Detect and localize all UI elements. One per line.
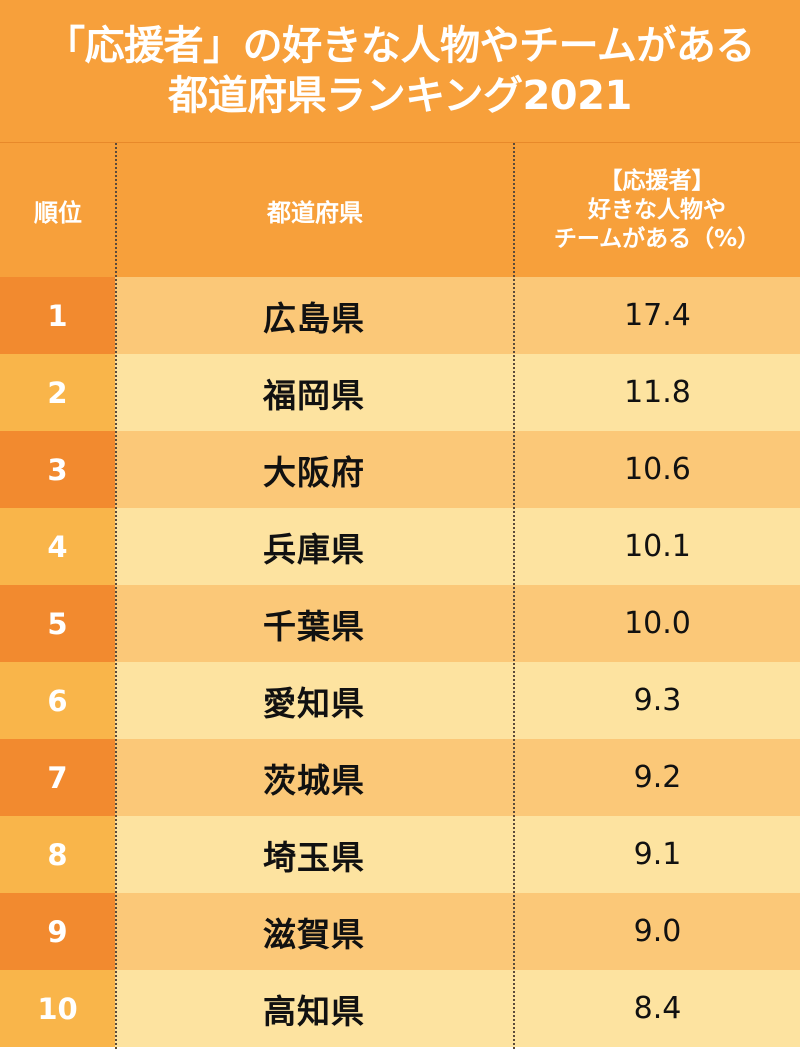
header-value-line-2: 好きな人物や xyxy=(588,196,726,223)
row-background xyxy=(115,739,800,816)
chart-title: 「応援者」の好きな人物やチームがある 都道府県ランキング2021 xyxy=(0,0,800,142)
prefecture-cell: 高知県 xyxy=(263,991,365,1031)
value-cell: 9.1 xyxy=(633,837,682,872)
value-cell: 9.3 xyxy=(633,683,682,718)
value-cell: 10.6 xyxy=(624,452,691,487)
rank-cell: 7 xyxy=(0,739,115,816)
table-row: 10 高知県 8.4 xyxy=(0,970,800,1047)
value-cell: 9.2 xyxy=(633,760,682,795)
prefecture-cell: 千葉県 xyxy=(263,606,365,646)
prefecture-cell: 茨城県 xyxy=(263,760,365,800)
title-line-2: 都道府県ランキング2021 xyxy=(168,73,632,119)
prefecture-cell: 兵庫県 xyxy=(263,529,365,569)
rank-cell: 5 xyxy=(0,585,115,662)
prefecture-cell: 大阪府 xyxy=(263,452,365,492)
value-cell: 11.8 xyxy=(624,375,691,410)
table-row: 1 広島県 17.4 xyxy=(0,277,800,354)
value-cell: 9.0 xyxy=(633,914,682,949)
column-divider-value xyxy=(513,143,515,1049)
header-rank: 順位 xyxy=(34,198,82,227)
row-background xyxy=(115,662,800,739)
title-line-1: 「応援者」の好きな人物やチームがある xyxy=(45,23,755,69)
table-row: 7 茨城県 9.2 xyxy=(0,739,800,816)
table-header: 順位 都道府県 【応援者】 好きな人物や チームがある（%） xyxy=(0,143,800,277)
table-row: 6 愛知県 9.3 xyxy=(0,662,800,739)
header-prefecture: 都道府県 xyxy=(267,198,363,227)
rank-cell: 10 xyxy=(0,970,115,1047)
value-cell: 17.4 xyxy=(624,298,691,333)
row-background xyxy=(115,585,800,662)
rank-cell: 4 xyxy=(0,508,115,585)
table-row: 5 千葉県 10.0 xyxy=(0,585,800,662)
column-divider-rank xyxy=(115,143,117,1049)
row-background xyxy=(115,431,800,508)
header-value: 【応援者】 好きな人物や チームがある（%） xyxy=(514,143,800,277)
prefecture-cell: 埼玉県 xyxy=(263,837,365,877)
table-row: 2 福岡県 11.8 xyxy=(0,354,800,431)
prefecture-cell: 愛知県 xyxy=(263,683,365,723)
rank-cell: 8 xyxy=(0,816,115,893)
table-row: 3 大阪府 10.6 xyxy=(0,431,800,508)
prefecture-cell: 福岡県 xyxy=(263,375,365,415)
value-cell: 10.1 xyxy=(624,529,691,564)
table-row: 4 兵庫県 10.1 xyxy=(0,508,800,585)
table-row: 8 埼玉県 9.1 xyxy=(0,816,800,893)
rank-cell: 3 xyxy=(0,431,115,508)
header-value-line-1: 【応援者】 xyxy=(599,167,715,194)
value-cell: 8.4 xyxy=(633,991,682,1026)
row-background xyxy=(115,816,800,893)
row-background xyxy=(115,277,800,354)
header-value-line-3: チームがある（%） xyxy=(553,225,761,252)
table-row: 9 滋賀県 9.0 xyxy=(0,893,800,970)
value-cell: 10.0 xyxy=(624,606,691,641)
rank-cell: 6 xyxy=(0,662,115,739)
rank-cell: 2 xyxy=(0,354,115,431)
rank-cell: 1 xyxy=(0,277,115,354)
title-divider xyxy=(0,142,800,143)
row-background xyxy=(115,970,800,1047)
prefecture-cell: 広島県 xyxy=(263,298,365,338)
row-background xyxy=(115,893,800,970)
row-background xyxy=(115,354,800,431)
rank-cell: 9 xyxy=(0,893,115,970)
prefecture-cell: 滋賀県 xyxy=(263,914,365,954)
row-background xyxy=(115,508,800,585)
